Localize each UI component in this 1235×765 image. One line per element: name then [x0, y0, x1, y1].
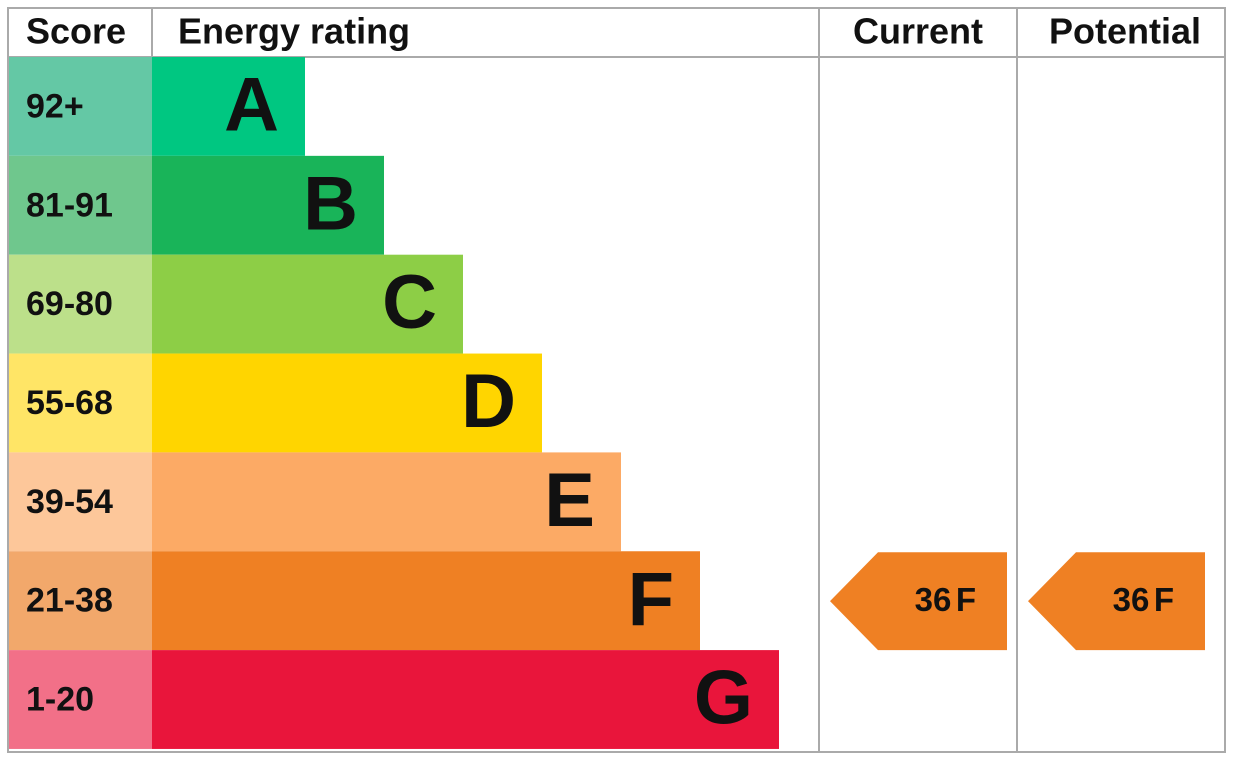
score-cell: [9, 353, 152, 453]
rating-letter: G: [694, 656, 753, 741]
rating-letter: D: [461, 359, 516, 444]
score-label: 55-68: [26, 384, 113, 422]
rating-letter: F: [628, 557, 674, 642]
potential-letter: F: [1154, 581, 1174, 618]
header-score: Score: [26, 11, 126, 52]
header-current: Current: [853, 11, 983, 52]
rating-bar: [152, 155, 384, 255]
header-potential: Potential: [1049, 11, 1201, 52]
score-cell: [9, 452, 152, 552]
score-label: 69-80: [26, 285, 113, 323]
rating-bar: [152, 353, 542, 453]
rating-letter: A: [224, 63, 279, 148]
potential-value: 36: [1113, 581, 1150, 618]
rating-bar: [152, 551, 700, 651]
current-letter: F: [956, 581, 976, 618]
score-cell: [9, 155, 152, 255]
rating-bar: [152, 57, 305, 156]
score-label: 1-20: [26, 681, 94, 719]
score-cell: [9, 254, 152, 354]
potential-arrow: [1028, 552, 1205, 651]
rating-bar: [152, 254, 463, 354]
rating-letter: E: [544, 458, 595, 543]
rating-bar: [152, 650, 779, 749]
score-label: 92+: [26, 87, 84, 125]
header-rating: Energy rating: [178, 11, 410, 52]
score-cell: [9, 551, 152, 651]
rating-letter: C: [382, 260, 437, 345]
score-label: 21-38: [26, 582, 113, 620]
score-label: 81-91: [26, 186, 113, 224]
score-cell: [9, 57, 152, 156]
score-label: 39-54: [26, 483, 113, 521]
current-arrow: [830, 552, 1007, 651]
score-cell: [9, 650, 152, 749]
rating-bar: [152, 452, 621, 552]
rating-letter: B: [303, 161, 358, 246]
frame: [7, 7, 1226, 753]
current-value: 36: [915, 581, 952, 618]
